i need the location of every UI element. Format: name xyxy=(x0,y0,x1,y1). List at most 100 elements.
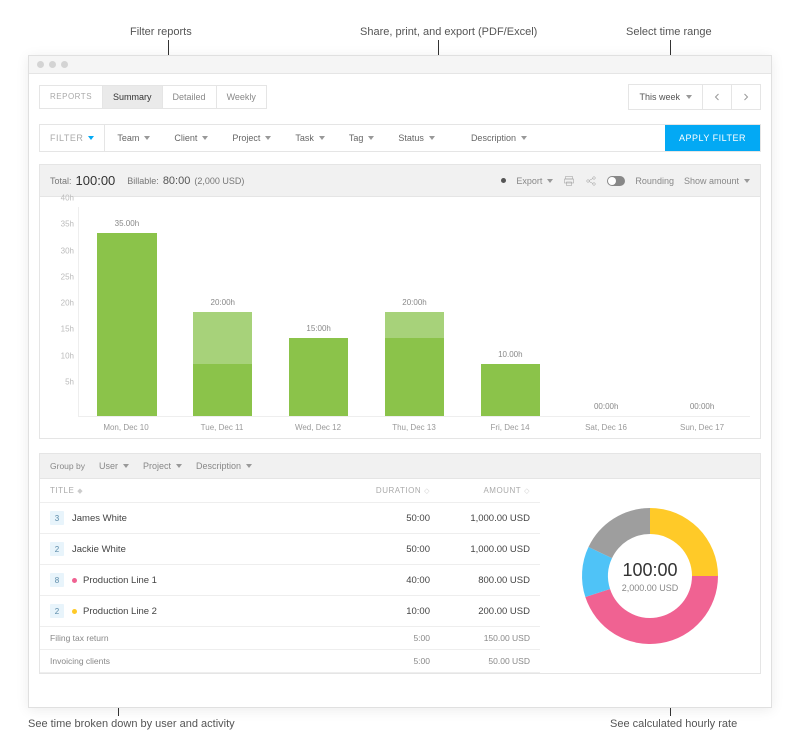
y-tick: 35h xyxy=(61,220,74,229)
chevron-down-icon xyxy=(202,136,208,140)
bar-value-label: 00:00h xyxy=(690,402,714,411)
billable-value: 80:00 xyxy=(163,175,191,187)
window-dot xyxy=(61,61,68,68)
rounding-toggle[interactable] xyxy=(607,176,625,186)
group-by-user[interactable]: User xyxy=(99,461,129,471)
billable-amount: (2,000 USD) xyxy=(194,176,244,186)
donut-center: 100:00 2,000.00 USD xyxy=(575,501,725,651)
apply-filter-button[interactable]: APPLY FILTER xyxy=(665,125,760,151)
x-tick: Wed, Dec 12 xyxy=(270,417,366,432)
filter-client[interactable]: Client xyxy=(162,125,220,151)
sort-icon: ◇ xyxy=(524,488,530,495)
y-tick: 30h xyxy=(61,246,74,255)
group-by-description[interactable]: Description xyxy=(196,461,252,471)
y-tick: 25h xyxy=(61,272,74,281)
bar-column: $20:00h xyxy=(175,207,271,416)
row-badge: 2 xyxy=(50,542,64,556)
tab-detailed[interactable]: Detailed xyxy=(163,86,217,108)
bar-chart: 5h10h15h20h25h30h35h40h $35.00h$20:00h$1… xyxy=(50,207,750,417)
th-title[interactable]: TITLE◆ xyxy=(50,486,340,495)
share-icon[interactable] xyxy=(585,175,597,187)
table-row[interactable]: 2Jackie White50:001,000.00 USD xyxy=(40,534,540,565)
filter-label: FILTER xyxy=(40,125,105,151)
bar-column: 00:00h xyxy=(654,207,750,416)
x-tick: Fri, Dec 14 xyxy=(462,417,558,432)
table-row[interactable]: Invoicing clients 5:0050.00 USD xyxy=(40,650,540,673)
group-by-project[interactable]: Project xyxy=(143,461,182,471)
donut-total: 100:00 xyxy=(622,560,677,581)
table-row[interactable]: 3James White50:001,000.00 USD xyxy=(40,503,540,534)
x-axis: Mon, Dec 10Tue, Dec 11Wed, Dec 12Thu, De… xyxy=(78,417,750,432)
bar-column: 00:00h xyxy=(558,207,654,416)
bar-column: 10.00h xyxy=(462,207,558,416)
row-title: Invoicing clients xyxy=(50,656,110,666)
bar: 20:00h xyxy=(193,312,252,417)
bar: 10.00h xyxy=(481,364,540,416)
y-tick: 20h xyxy=(61,299,74,308)
x-tick: Tue, Dec 11 xyxy=(174,417,270,432)
row-duration: 50:00 xyxy=(340,513,430,524)
row-duration: 5:00 xyxy=(340,656,430,666)
donut-sub: 2,000.00 USD xyxy=(622,583,679,593)
table-header: TITLE◆ DURATION◇ AMOUNT◇ xyxy=(40,479,540,503)
group-by-bar: Group by User Project Description xyxy=(39,453,761,479)
filter-bar: FILTER Team Client Project Task Tag Stat… xyxy=(39,124,761,152)
dot-icon xyxy=(501,178,506,183)
y-tick: 5h xyxy=(65,377,74,386)
chevron-down-icon xyxy=(319,136,325,140)
y-tick: 15h xyxy=(61,325,74,334)
filter-label-text: FILTER xyxy=(50,133,83,143)
annot-timerange: Select time range xyxy=(626,26,712,38)
time-range-next[interactable] xyxy=(732,85,760,109)
table-row[interactable]: Filing tax return5:00150.00 USD xyxy=(40,627,540,650)
bar: 20:00h xyxy=(385,312,444,417)
bar-value-label: 20:00h xyxy=(402,298,426,307)
chevron-down-icon xyxy=(246,464,252,468)
filter-task[interactable]: Task xyxy=(283,125,337,151)
filter-status[interactable]: Status xyxy=(386,125,447,151)
tab-summary[interactable]: Summary xyxy=(103,86,163,108)
bar-column: $35.00h xyxy=(79,207,175,416)
row-duration: 50:00 xyxy=(340,544,430,555)
chevron-down-icon xyxy=(429,136,435,140)
total-label: Total: xyxy=(50,176,72,186)
show-amount-menu[interactable]: Show amount xyxy=(684,176,750,186)
y-axis: 5h10h15h20h25h30h35h40h xyxy=(50,207,78,417)
tab-weekly[interactable]: Weekly xyxy=(217,86,266,108)
filter-description[interactable]: Description xyxy=(459,125,539,151)
breakdown-section: TITLE◆ DURATION◇ AMOUNT◇ 3James White50:… xyxy=(39,479,761,674)
chevron-right-icon xyxy=(740,91,752,103)
filter-tag[interactable]: Tag xyxy=(337,125,387,151)
group-by-label: Group by xyxy=(50,461,85,471)
export-menu[interactable]: Export xyxy=(516,176,553,186)
row-amount: 1,000.00 USD xyxy=(430,513,530,524)
row-badge: 3 xyxy=(50,511,64,525)
time-range-select[interactable]: This week xyxy=(629,85,703,109)
window-dot xyxy=(49,61,56,68)
bar-column: $15:00h xyxy=(271,207,367,416)
row-title: Production Line 2 xyxy=(83,606,157,617)
th-amount[interactable]: AMOUNT◇ xyxy=(430,486,530,495)
filter-project[interactable]: Project xyxy=(220,125,283,151)
x-tick: Sat, Dec 16 xyxy=(558,417,654,432)
table-row[interactable]: 2Production Line 210:00200.00 USD xyxy=(40,596,540,627)
app-window: REPORTS Summary Detailed Weekly This wee… xyxy=(28,55,772,708)
report-tabs: REPORTS Summary Detailed Weekly xyxy=(39,85,267,109)
time-range-label: This week xyxy=(639,92,680,102)
print-icon[interactable] xyxy=(563,175,575,187)
row-amount: 150.00 USD xyxy=(430,633,530,643)
row-amount: 50.00 USD xyxy=(430,656,530,666)
chevron-down-icon xyxy=(265,136,271,140)
chevron-down-icon xyxy=(88,136,94,140)
row-amount: 1,000.00 USD xyxy=(430,544,530,555)
table-row[interactable]: 8Production Line 140:00800.00 USD xyxy=(40,565,540,596)
th-duration[interactable]: DURATION◇ xyxy=(340,486,430,495)
chevron-down-icon xyxy=(686,95,692,99)
time-range-prev[interactable] xyxy=(703,85,732,109)
tabs-label: REPORTS xyxy=(40,86,103,108)
chart-area: 5h10h15h20h25h30h35h40h $35.00h$20:00h$1… xyxy=(39,197,761,439)
x-tick: Mon, Dec 10 xyxy=(78,417,174,432)
row-amount: 200.00 USD xyxy=(430,606,530,617)
rounding-label: Rounding xyxy=(635,176,674,186)
filter-team[interactable]: Team xyxy=(105,125,162,151)
